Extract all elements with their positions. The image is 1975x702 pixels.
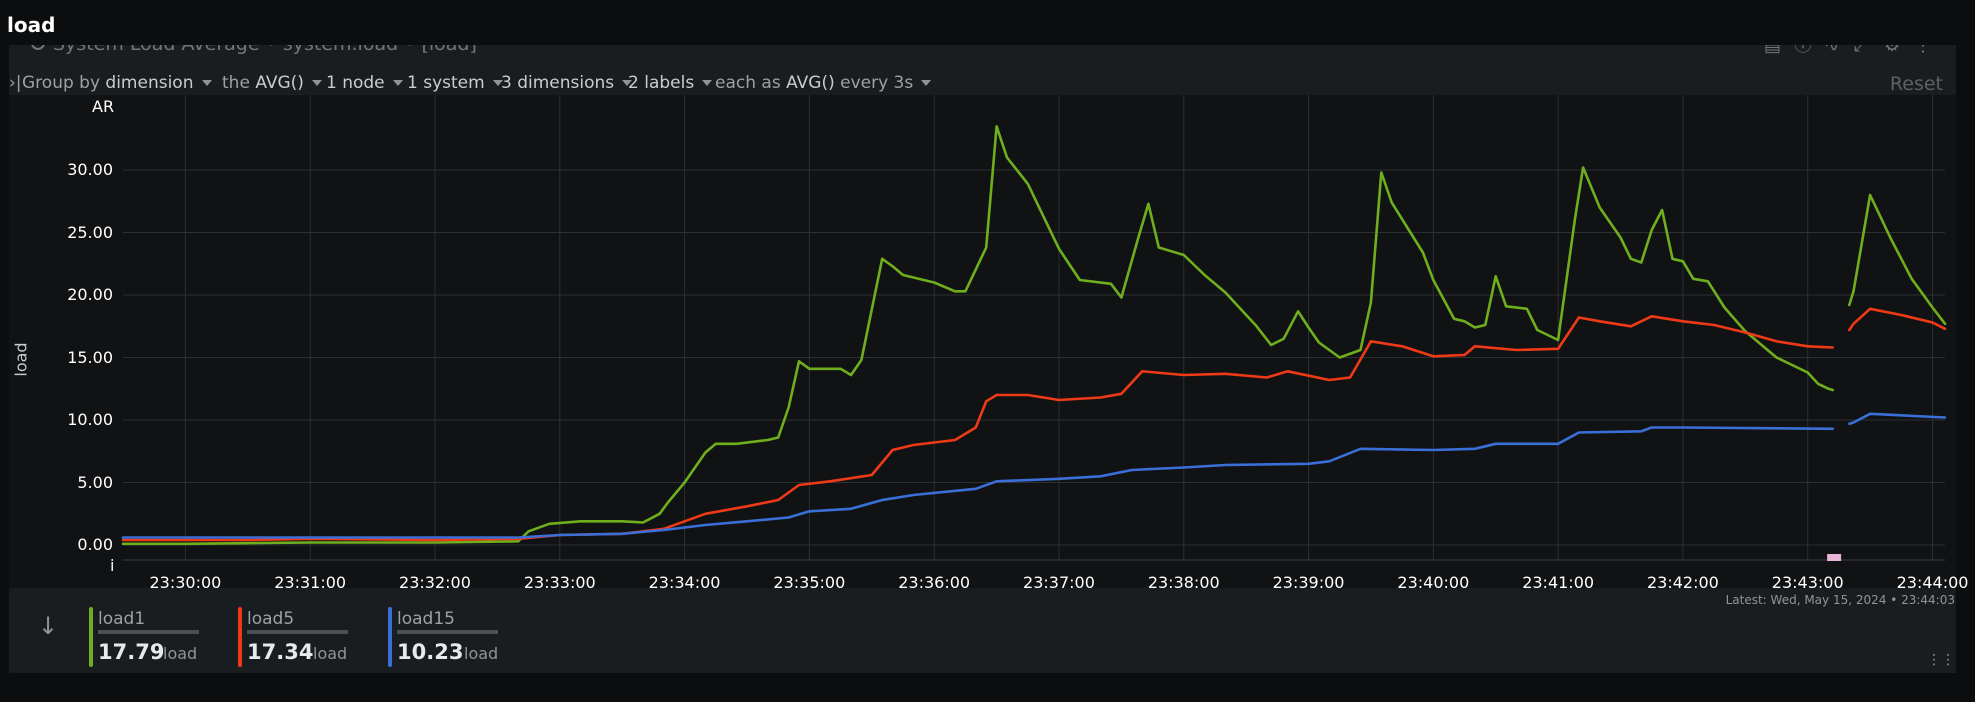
x-tick-label: 23:33:00: [523, 573, 596, 592]
nodes-value: 1 node: [326, 73, 385, 93]
legend-name: load15: [397, 609, 455, 629]
time-aggregation-dropdown[interactable]: each as AVG() every 3s: [715, 73, 932, 93]
labels-value: 2 labels: [628, 73, 695, 93]
y-tick-label: 15.00: [67, 347, 113, 367]
x-tick-label: 23:38:00: [1147, 573, 1220, 592]
page-title: load: [7, 13, 56, 37]
trend-icon[interactable]: ∿: [1824, 45, 1840, 56]
y-tick-label: 25.00: [67, 222, 113, 242]
legend-value: 10.23: [397, 640, 464, 664]
chevron-down-icon: [311, 80, 322, 86]
chart-title: System Load Average • system.load • [loa…: [31, 45, 477, 55]
nodes-dropdown[interactable]: 1 node: [326, 73, 403, 93]
x-tick-label: 23:39:00: [1272, 573, 1345, 592]
expand-icon[interactable]: ⤢: [1854, 45, 1869, 56]
legend-track: [98, 630, 199, 634]
x-tick-label: 23:41:00: [1522, 573, 1595, 592]
series-line-load5: [121, 307, 1947, 542]
group-by-value: dimension: [105, 73, 194, 93]
systems-dropdown[interactable]: 1 system: [407, 73, 503, 93]
x-tick-label: 23:30:00: [149, 573, 222, 592]
legend-color-bar: [89, 607, 93, 667]
header-icons: ▤ ⓘ ∿ ⤢ ⚙ ⋮: [1764, 45, 1934, 55]
gap-marker: [1827, 554, 1842, 561]
plot-area[interactable]: [9, 95, 1956, 588]
x-tick-label: 23:43:00: [1771, 573, 1844, 592]
y-tick-label: 20.00: [67, 285, 113, 304]
group-by-prefix: Group by: [22, 73, 101, 93]
series-line-load1: [121, 125, 1947, 546]
each-prefix: each as: [715, 73, 781, 93]
latest-timestamp: Latest: Wed, May 15, 2024 • 23:44:03: [1725, 593, 1955, 607]
legend-value: 17.79: [98, 640, 165, 664]
series-line-load15: [121, 412, 1947, 539]
chevron-down-icon: [392, 80, 403, 86]
y-tick-label: 30.00: [67, 160, 113, 179]
y-tick-label: 5.00: [77, 472, 113, 492]
x-tick-label: 23:32:00: [399, 573, 471, 592]
y-tick-label: 0.00: [77, 535, 113, 554]
legend-track: [397, 630, 498, 634]
chevron-down-icon: [492, 80, 503, 86]
query-toolbar: ›| Group by dimension the AVG() 1 node 1…: [9, 69, 1956, 99]
arrow-down-icon[interactable]: ↓: [38, 612, 59, 640]
chevron-down-icon: [921, 80, 932, 86]
aggregation-prefix: the: [222, 73, 250, 93]
x-tick-label: 23:44:00: [1896, 573, 1969, 592]
x-tick-label: 23:35:00: [773, 573, 846, 592]
x-tick-label: 23:42:00: [1646, 573, 1719, 592]
legend-track: [247, 630, 348, 634]
chevron-down-icon: [201, 80, 212, 86]
x-tick-label: 23:36:00: [898, 573, 971, 592]
top-bar: load: [0, 0, 1975, 45]
each-value: AVG(): [786, 73, 835, 93]
x-tick-label: 23:34:00: [648, 573, 721, 592]
legend-item-load5[interactable]: load5 17.34 load: [238, 607, 388, 667]
every-value: every 3s: [840, 73, 914, 93]
chevron-down-icon: [702, 80, 713, 86]
legend-unit: load: [163, 644, 198, 663]
legend-value: 17.34: [247, 640, 314, 664]
corner-label-bottom: i: [110, 556, 115, 575]
legend-name: load1: [98, 609, 146, 629]
chevron-down-icon: [622, 80, 633, 86]
more-icon[interactable]: ⋮: [1914, 45, 1932, 56]
y-tick-label: 10.00: [67, 410, 113, 429]
legend-item-load15[interactable]: load15 10.23 load: [388, 607, 538, 667]
sidebar-toggle-icon[interactable]: ›|: [9, 73, 22, 93]
dimensions-dropdown[interactable]: 3 dimensions: [501, 73, 633, 93]
legend-color-bar: [238, 607, 242, 667]
x-tick-label: 23:40:00: [1397, 573, 1470, 592]
legend-unit: load: [313, 644, 348, 663]
reset-button[interactable]: Reset: [1889, 73, 1943, 95]
legend-item-load1[interactable]: load1 17.79 load: [89, 607, 239, 667]
aggregation-value: AVG(): [255, 73, 304, 93]
legend-unit: load: [464, 644, 499, 663]
resize-handle-icon[interactable]: ⋮⋮: [1927, 652, 1955, 668]
aggregation-dropdown[interactable]: the AVG(): [222, 73, 322, 93]
y-axis-label: load: [11, 342, 31, 377]
legend-color-bar: [388, 607, 392, 667]
card-header: System Load Average • system.load • [loa…: [9, 45, 1956, 61]
labels-dropdown[interactable]: 2 labels: [628, 73, 713, 93]
systems-value: 1 system: [407, 73, 485, 93]
group-by-dropdown[interactable]: Group by dimension: [22, 73, 212, 93]
dimensions-value: 3 dimensions: [501, 73, 615, 93]
info-icon[interactable]: ⓘ: [1794, 45, 1812, 56]
corner-label-top: AR: [92, 97, 115, 116]
chart-title-text: System Load Average • system.load • [loa…: [53, 45, 477, 55]
legend-name: load5: [247, 609, 295, 629]
report-icon[interactable]: ▤: [1764, 45, 1782, 56]
x-tick-label: 23:31:00: [274, 573, 347, 592]
x-tick-label: 23:37:00: [1023, 573, 1095, 592]
settings-icon[interactable]: ⚙: [1884, 45, 1901, 56]
